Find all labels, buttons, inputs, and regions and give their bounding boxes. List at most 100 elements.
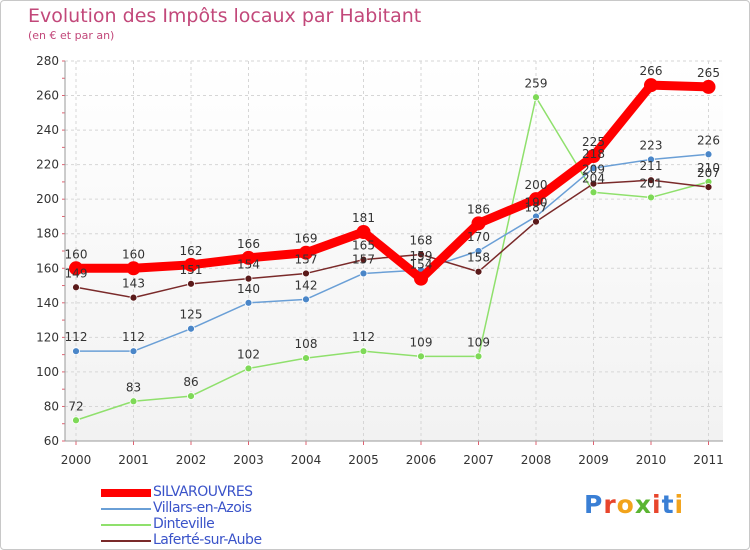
data-point [187, 392, 195, 400]
data-label: 265 [697, 66, 720, 80]
series-line-2 [75, 96, 710, 422]
data-point [244, 298, 253, 307]
logo-letter: i [674, 490, 685, 519]
data-point [589, 179, 598, 188]
x-tick-label: 2004 [291, 453, 322, 467]
data-point [126, 261, 141, 276]
logo-letter: i [652, 490, 662, 519]
data-label: 207 [697, 166, 720, 180]
data-point [647, 155, 655, 164]
data-label: 154 [410, 258, 433, 272]
y-tick-label: 240 [36, 123, 59, 137]
x-tick-label: 2001 [118, 453, 149, 467]
data-label: 160 [122, 247, 145, 261]
data-label: 204 [582, 171, 605, 185]
data-point [187, 324, 195, 333]
logo-letter: r [603, 490, 617, 519]
data-point [532, 217, 540, 226]
data-label: 169 [295, 232, 318, 246]
data-point [474, 247, 483, 255]
x-tick-label: 2011 [693, 453, 724, 467]
data-label: 165 [352, 239, 375, 253]
data-point [72, 283, 80, 292]
data-label: 109 [467, 335, 490, 349]
data-point [69, 261, 83, 276]
data-point [184, 257, 198, 272]
data-label: 162 [180, 244, 203, 258]
data-label: 209 [582, 163, 605, 177]
data-label: 157 [352, 252, 375, 266]
data-label: 211 [640, 159, 663, 173]
data-point [647, 193, 655, 202]
data-label: 210 [697, 161, 720, 175]
data-label: 112 [352, 330, 375, 344]
legend-swatch [101, 524, 151, 526]
legend-label: SILVAROUVRES [153, 484, 253, 500]
y-tick-label: 60 [44, 434, 59, 448]
logo-letter: o [616, 490, 635, 519]
legend-label: Laferté-sur-Aube [153, 532, 262, 548]
data-label: 186 [467, 202, 490, 216]
data-point [299, 245, 313, 260]
data-point [529, 192, 543, 207]
data-point [589, 164, 598, 172]
series-line-0 [71, 80, 713, 284]
data-point [647, 176, 655, 185]
data-label: 151 [180, 263, 203, 277]
data-label: 168 [410, 233, 433, 247]
data-point [302, 269, 310, 278]
data-point [586, 149, 601, 163]
y-tick-label: 140 [36, 296, 59, 310]
data-point [241, 250, 256, 265]
x-tick-label: 2008 [521, 453, 552, 467]
y-tick-label: 180 [36, 227, 59, 241]
data-label: 140 [237, 282, 260, 296]
chart-subtitle: (en € et par an) [28, 29, 115, 42]
legend-swatch [101, 540, 151, 542]
data-point [302, 354, 310, 362]
data-point [129, 347, 138, 356]
data-label: 166 [237, 237, 260, 251]
data-point [701, 79, 716, 94]
data-label: 160 [65, 247, 88, 261]
logo-letter: P [584, 490, 604, 519]
data-label: 157 [295, 252, 318, 266]
data-label: 266 [640, 64, 663, 78]
x-tick-label: 2002 [176, 453, 207, 467]
data-label: 83 [126, 380, 141, 394]
data-label: 72 [68, 399, 83, 413]
data-label: 225 [582, 135, 605, 149]
data-label: 142 [295, 278, 318, 292]
y-tick-label: 120 [36, 330, 59, 344]
x-tick-label: 2003 [233, 453, 264, 467]
data-label: 170 [467, 230, 490, 244]
proxiti-logo: Proxiti [584, 490, 684, 519]
data-label: 102 [237, 347, 260, 361]
data-point [704, 150, 713, 159]
data-point [359, 255, 368, 264]
data-label: 112 [122, 330, 145, 344]
data-point [532, 93, 540, 102]
data-label: 109 [410, 335, 433, 349]
data-label: 158 [467, 251, 490, 265]
data-label: 201 [640, 176, 663, 190]
data-point [302, 295, 310, 304]
y-tick-label: 80 [44, 399, 59, 413]
data-label: 112 [65, 330, 88, 344]
legend-swatch [101, 489, 151, 497]
series-line-1 [75, 153, 710, 352]
y-tick-label: 200 [36, 192, 59, 206]
data-point [414, 271, 428, 286]
data-point [359, 269, 368, 278]
data-label: 190 [525, 195, 548, 209]
y-tick-label: 260 [36, 89, 59, 103]
data-label: 143 [122, 277, 145, 291]
data-label: 86 [183, 375, 198, 389]
x-tick-label: 2009 [578, 453, 609, 467]
data-point [244, 364, 253, 373]
legend-swatch [101, 508, 151, 510]
data-label: 181 [352, 211, 375, 225]
data-label: 149 [65, 266, 88, 280]
